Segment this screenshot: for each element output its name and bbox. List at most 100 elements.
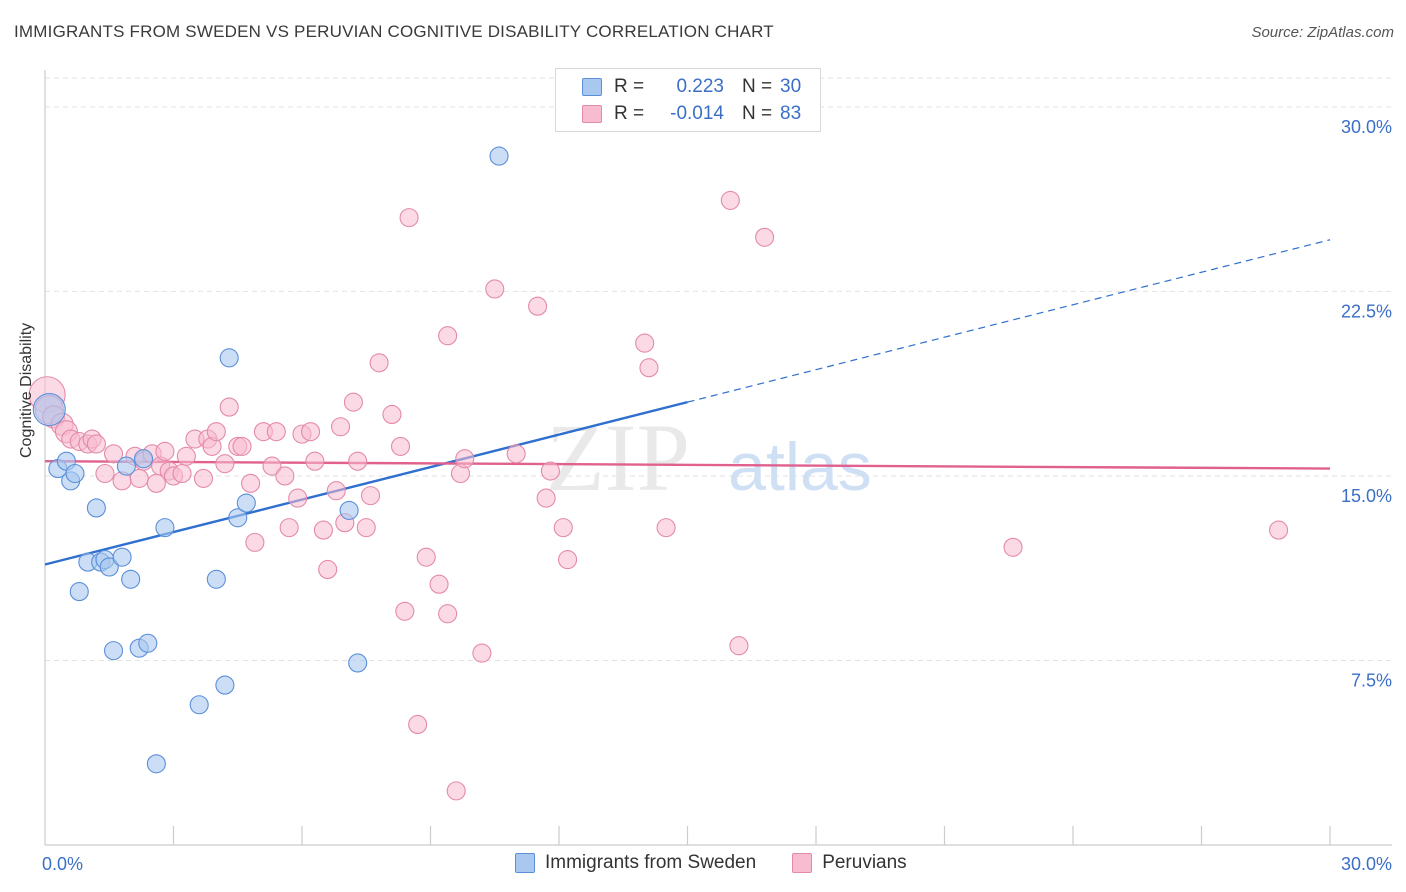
peruvians-point [395,601,415,621]
peruvians-point [438,326,458,346]
n-label: N = [742,76,773,97]
r-label: R = [614,103,645,124]
peruvians-point [382,404,402,424]
sweden-point [206,569,226,589]
peruvians-point [506,444,526,464]
peruvians-point [755,227,775,247]
legend-label-sweden: Immigrants from Sweden [545,852,757,873]
peruvians-point [245,532,265,552]
watermark-zip: ZIP [546,404,690,511]
x-tick-label: 0.0% [42,854,83,874]
peruvians-point [176,446,196,466]
n-value: 83 [780,103,802,124]
sweden-trend-extension [687,239,1331,403]
axes [44,70,1392,846]
peruvians-point [266,422,286,442]
peruvians-point [390,436,411,456]
peruvians-point [305,451,325,471]
correlation-legend: R = 0.223 N = 30 R = -0.014 N = 83 [555,68,821,132]
peruvians-point [536,488,556,508]
sweden-point [103,641,124,661]
sweden-point [138,633,158,653]
sweden-point [86,498,106,518]
peruvians-point [326,481,346,501]
peruvians-point [369,353,389,373]
peruvians-point [438,604,458,624]
legend-label-peruvians: Peruvians [822,852,907,873]
peruvians-point [446,781,466,801]
sweden-point [116,456,136,476]
peruvians-point [219,397,239,417]
peruvians-points [28,190,1289,801]
source-label: Source: ZipAtlas.com [1251,24,1394,41]
peruvians-point [241,473,261,493]
sweden-point [146,754,166,774]
peruvians-point [472,643,492,663]
peruvians-point [95,463,115,484]
y-tick-label: 30.0% [1341,117,1392,137]
sweden-point [189,695,209,715]
peruvians-point [318,559,338,579]
sweden-point [133,449,154,469]
legend-row-sweden: R = 0.223 N = 30 [582,75,801,99]
sweden-point [228,508,248,528]
sweden-point [121,569,141,589]
peruvians-point [540,461,560,481]
peruvians-point [232,436,252,456]
peruvians-point [485,279,505,299]
sweden-point [339,500,359,520]
peruvians-point [1269,520,1289,540]
sweden-points [32,146,509,774]
watermark: ZIP atlas [546,404,872,511]
y-tick-label: 22.5% [1341,301,1392,321]
peruvians-point [262,456,282,476]
sweden-point [215,675,235,695]
peruvians-point [553,518,573,538]
x-tick-label: 30.0% [1341,854,1392,874]
sweden-point [236,493,256,513]
peruvians-point [408,714,428,734]
series-legend: Immigrants from Sweden Peruvians [515,852,943,874]
r-label: R = [614,76,645,97]
tick-labels: 7.5% 15.0% 22.5% 30.0% 0.0% 30.0% [42,117,1392,874]
peruvians-point [288,488,308,508]
r-value: -0.014 [670,103,724,124]
peruvians-point [639,358,659,378]
peruvians-point [330,417,351,437]
peruvians-point [172,463,192,484]
legend-row-peruvians: R = -0.014 N = 83 [582,102,801,126]
peruvians-swatch [582,105,602,123]
peruvians-point [275,466,295,486]
n-label: N = [742,103,773,124]
sweden-point [348,653,368,673]
peruvians-point [416,547,436,567]
sweden-point [32,392,66,427]
peruvians-point [429,574,449,594]
peruvians-point [360,486,381,506]
chart-title: IMMIGRANTS FROM SWEDEN VS PERUVIAN COGNI… [14,22,774,41]
sweden-point [69,582,89,602]
peruvians-point [720,190,740,210]
peruvians-trend-line [44,459,1331,470]
y-tick-label: 15.0% [1341,486,1392,506]
peruvians-point [729,636,749,656]
peruvians-point [193,468,214,488]
sweden-point [219,348,239,368]
peruvians-point [279,518,299,538]
sweden-point [489,146,509,166]
sweden-point [112,547,132,567]
sweden-point [65,463,85,484]
sweden-point [99,557,119,577]
n-value: 30 [780,76,802,97]
peruvians-point [301,422,321,442]
sweden-trend-line [44,400,688,566]
peruvians-point [635,333,655,353]
peruvians-point [455,449,475,469]
sweden-swatch [582,78,602,96]
legend-item-sweden[interactable]: Immigrants from Sweden [515,852,756,874]
peruvians-point [656,518,676,538]
r-value: 0.223 [676,76,724,97]
peruvians-point [348,451,368,471]
legend-item-peruvians[interactable]: Peruvians [792,852,907,874]
